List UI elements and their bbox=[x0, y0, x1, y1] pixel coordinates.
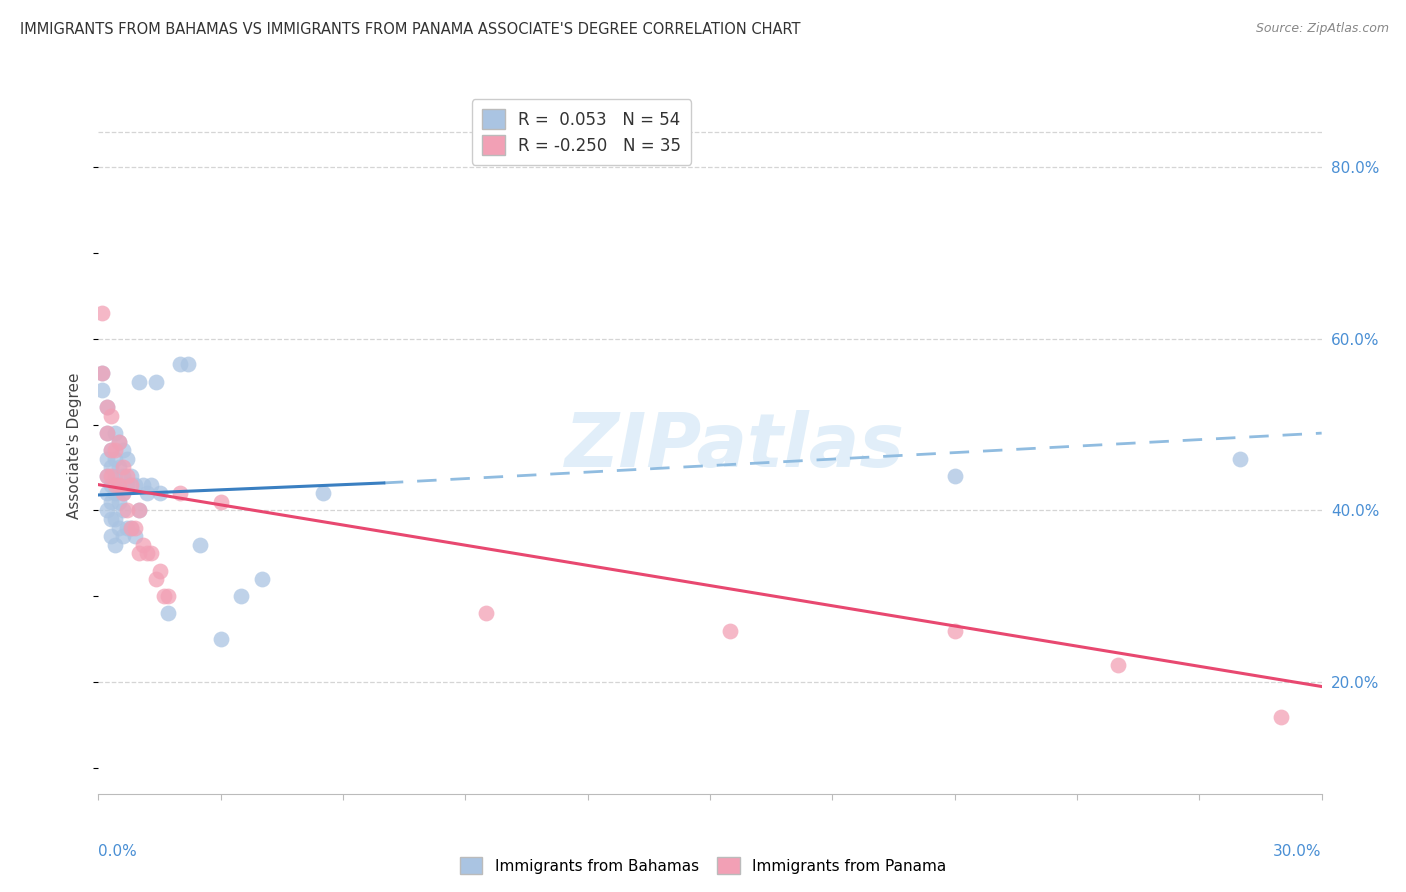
Text: 30.0%: 30.0% bbox=[1274, 844, 1322, 859]
Legend: Immigrants from Bahamas, Immigrants from Panama: Immigrants from Bahamas, Immigrants from… bbox=[453, 851, 953, 880]
Point bbox=[104, 443, 127, 458]
Point bbox=[108, 460, 131, 475]
Point bbox=[115, 451, 138, 466]
Point bbox=[141, 546, 163, 560]
Point bbox=[96, 469, 118, 483]
Point bbox=[111, 443, 134, 458]
Point bbox=[91, 366, 114, 380]
Point bbox=[149, 486, 172, 500]
Point bbox=[231, 590, 253, 604]
Point bbox=[177, 358, 200, 372]
Point bbox=[91, 366, 114, 380]
Point bbox=[96, 486, 118, 500]
Point bbox=[96, 426, 118, 441]
Point bbox=[111, 486, 134, 500]
Point bbox=[104, 512, 127, 526]
Point bbox=[156, 590, 179, 604]
Point bbox=[100, 443, 122, 458]
Point bbox=[108, 520, 131, 534]
Point bbox=[128, 503, 150, 517]
Point bbox=[100, 529, 122, 543]
Point bbox=[104, 486, 127, 500]
Point bbox=[96, 451, 118, 466]
Text: Source: ZipAtlas.com: Source: ZipAtlas.com bbox=[1256, 22, 1389, 36]
Point bbox=[169, 358, 191, 372]
Point bbox=[96, 426, 118, 441]
Point bbox=[1107, 658, 1129, 673]
Point bbox=[108, 477, 131, 491]
Point bbox=[124, 520, 146, 534]
Point bbox=[169, 486, 191, 500]
Point bbox=[100, 512, 122, 526]
Point bbox=[100, 495, 122, 509]
Point bbox=[136, 546, 159, 560]
Point bbox=[156, 607, 179, 621]
Point bbox=[100, 477, 122, 491]
Point bbox=[1270, 709, 1292, 723]
Point bbox=[720, 624, 742, 638]
Point bbox=[91, 306, 114, 320]
Point bbox=[152, 590, 174, 604]
Point bbox=[209, 495, 232, 509]
Point bbox=[96, 401, 118, 415]
Point bbox=[104, 451, 127, 466]
Point bbox=[115, 520, 138, 534]
Point bbox=[120, 520, 142, 534]
Point bbox=[108, 477, 131, 491]
Point bbox=[108, 495, 131, 509]
Point bbox=[145, 572, 167, 586]
Point bbox=[943, 469, 966, 483]
Point bbox=[108, 434, 131, 449]
Point bbox=[111, 486, 134, 500]
Point bbox=[943, 624, 966, 638]
Y-axis label: Associate's Degree: Associate's Degree bbox=[67, 373, 83, 519]
Point bbox=[91, 383, 114, 397]
Point bbox=[124, 529, 146, 543]
Point bbox=[108, 434, 131, 449]
Point bbox=[111, 503, 134, 517]
Point bbox=[96, 401, 118, 415]
Point bbox=[104, 426, 127, 441]
Point bbox=[115, 477, 138, 491]
Point bbox=[104, 538, 127, 552]
Point bbox=[188, 538, 212, 552]
Point bbox=[209, 632, 232, 647]
Point bbox=[115, 469, 138, 483]
Point bbox=[312, 486, 335, 500]
Point bbox=[120, 477, 142, 491]
Point bbox=[128, 375, 150, 389]
Point bbox=[111, 469, 134, 483]
Point bbox=[124, 477, 146, 491]
Point bbox=[474, 607, 498, 621]
Point bbox=[111, 529, 134, 543]
Point bbox=[1229, 451, 1251, 466]
Point bbox=[115, 503, 138, 517]
Point bbox=[111, 460, 134, 475]
Point bbox=[96, 503, 118, 517]
Point bbox=[141, 477, 163, 491]
Point bbox=[120, 520, 142, 534]
Point bbox=[145, 375, 167, 389]
Point bbox=[132, 538, 155, 552]
Point bbox=[250, 572, 273, 586]
Point bbox=[104, 469, 127, 483]
Point bbox=[100, 469, 122, 483]
Point bbox=[104, 477, 127, 491]
Legend: R =  0.053   N = 54, R = -0.250   N = 35: R = 0.053 N = 54, R = -0.250 N = 35 bbox=[472, 100, 692, 165]
Text: 0.0%: 0.0% bbox=[98, 844, 138, 859]
Point bbox=[100, 460, 122, 475]
Point bbox=[136, 486, 159, 500]
Point bbox=[100, 409, 122, 423]
Point bbox=[149, 564, 172, 578]
Text: ZIPatlas: ZIPatlas bbox=[564, 409, 904, 483]
Text: IMMIGRANTS FROM BAHAMAS VS IMMIGRANTS FROM PANAMA ASSOCIATE'S DEGREE CORRELATION: IMMIGRANTS FROM BAHAMAS VS IMMIGRANTS FR… bbox=[20, 22, 800, 37]
Point bbox=[96, 469, 118, 483]
Point bbox=[100, 443, 122, 458]
Point bbox=[128, 503, 150, 517]
Point bbox=[120, 469, 142, 483]
Point bbox=[128, 546, 150, 560]
Point bbox=[132, 477, 155, 491]
